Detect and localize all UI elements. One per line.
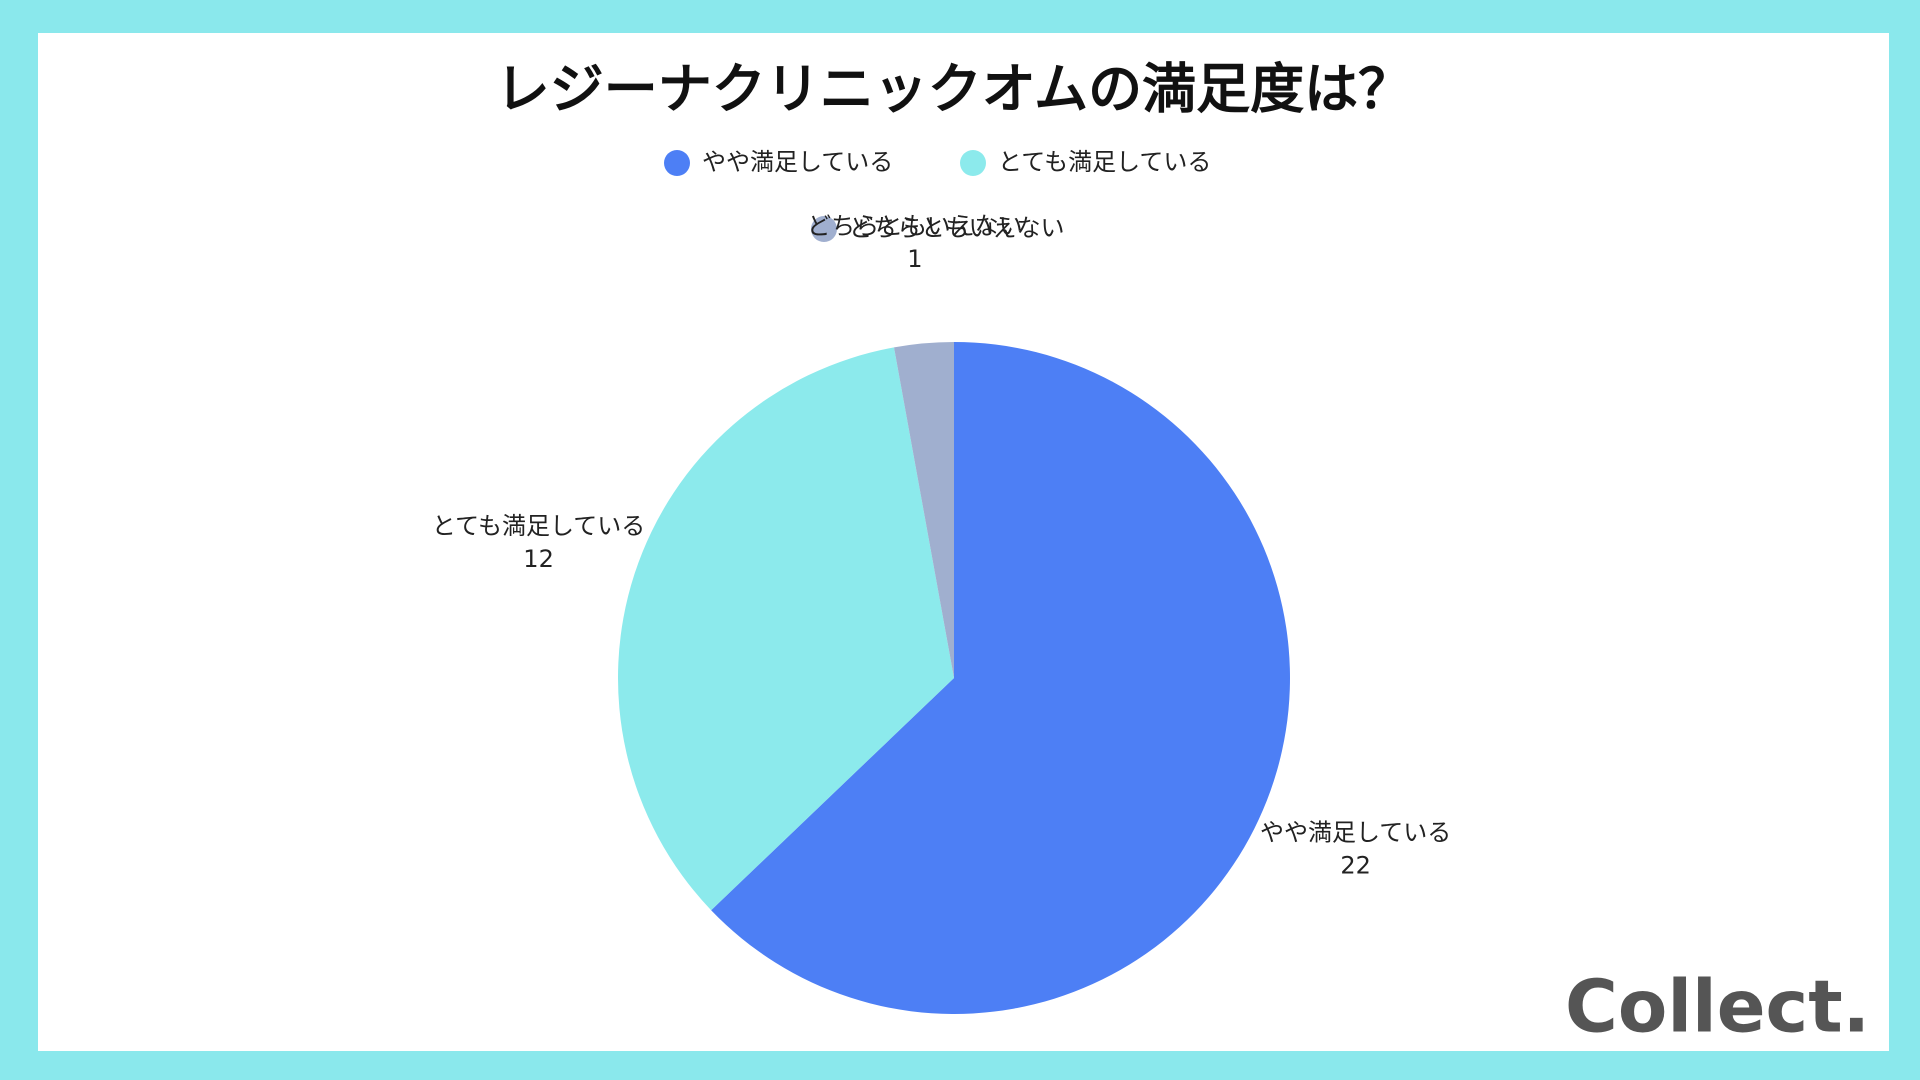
slice-value: 12 [523,545,554,573]
legend-label: やや満足している [702,148,893,176]
slice-value: 1 [907,245,922,273]
slice-label: とても満足している [432,512,645,540]
slice-label: やや満足している [1260,819,1451,847]
legend-label: どちらともいえない [849,214,1065,242]
slice-label: どちらともいえない [807,212,1023,240]
logo: Collect. [1565,965,1870,1049]
pie-slice [894,342,954,678]
legend-marker [811,216,837,242]
slice-value: 22 [1340,852,1371,880]
legend-marker [960,150,986,176]
pie-slice [711,342,1290,1015]
legend-label: とても満足している [998,148,1211,176]
legend-marker [664,150,690,176]
pie-slice [618,347,954,911]
chart-title: レジーナクリニックオムの満足度は？ [496,58,1412,121]
